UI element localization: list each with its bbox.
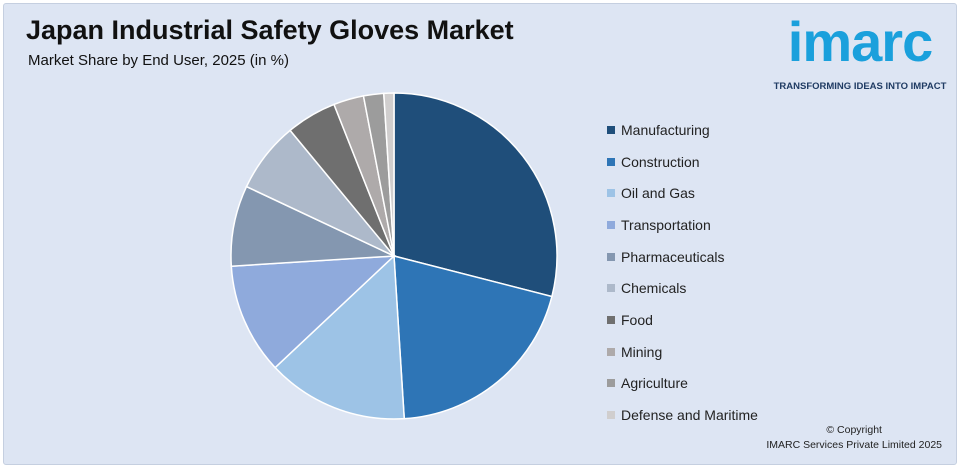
legend-label: Mining	[621, 343, 662, 361]
legend-swatch	[607, 284, 615, 292]
chart-subtitle: Market Share by End User, 2025 (in %)	[28, 52, 289, 69]
legend-item: Transportation	[607, 209, 758, 241]
legend-swatch	[607, 221, 615, 229]
legend-swatch	[607, 411, 615, 419]
legend-label: Transportation	[621, 216, 711, 234]
legend-label: Agriculture	[621, 374, 688, 392]
legend-item: Mining	[607, 336, 758, 368]
legend-label: Construction	[621, 153, 700, 171]
legend-swatch	[607, 253, 615, 261]
legend-swatch	[607, 379, 615, 387]
legend-label: Food	[621, 311, 653, 329]
legend-swatch	[607, 158, 615, 166]
legend-swatch	[607, 126, 615, 134]
logo-tagline: TRANSFORMING IDEAS INTO IMPACT	[766, 81, 954, 92]
legend-item: Construction	[607, 146, 758, 178]
chart-card: Japan Industrial Safety Gloves Market Ma…	[3, 3, 957, 465]
copyright-line-2: IMARC Services Private Limited 2025	[766, 438, 942, 453]
legend-label: Chemicals	[621, 279, 686, 297]
legend-item: Food	[607, 304, 758, 336]
legend-label: Defense and Maritime	[621, 406, 758, 424]
chart-legend: Manufacturing Construction Oil and Gas Tran…	[607, 114, 758, 431]
legend-label: Oil and Gas	[621, 184, 695, 202]
logo-wordmark: imarc	[766, 10, 954, 74]
legend-swatch	[607, 348, 615, 356]
chart-title: Japan Industrial Safety Gloves Market	[26, 15, 514, 46]
copyright-line-1: © Copyright	[766, 423, 942, 438]
legend-item: Defense and Maritime	[607, 399, 758, 431]
legend-item: Pharmaceuticals	[607, 241, 758, 273]
legend-label: Pharmaceuticals	[621, 248, 725, 266]
legend-item: Oil and Gas	[607, 177, 758, 209]
legend-item: Chemicals	[607, 272, 758, 304]
pie-chart	[224, 86, 564, 426]
legend-item: Agriculture	[607, 368, 758, 400]
legend-swatch	[607, 316, 615, 324]
legend-item: Manufacturing	[607, 114, 758, 146]
legend-swatch	[607, 189, 615, 197]
imarc-logo: imarc TRANSFORMING IDEAS INTO IMPACT	[766, 14, 954, 96]
legend-label: Manufacturing	[621, 121, 710, 139]
copyright-notice: © Copyright IMARC Services Private Limit…	[766, 423, 942, 453]
